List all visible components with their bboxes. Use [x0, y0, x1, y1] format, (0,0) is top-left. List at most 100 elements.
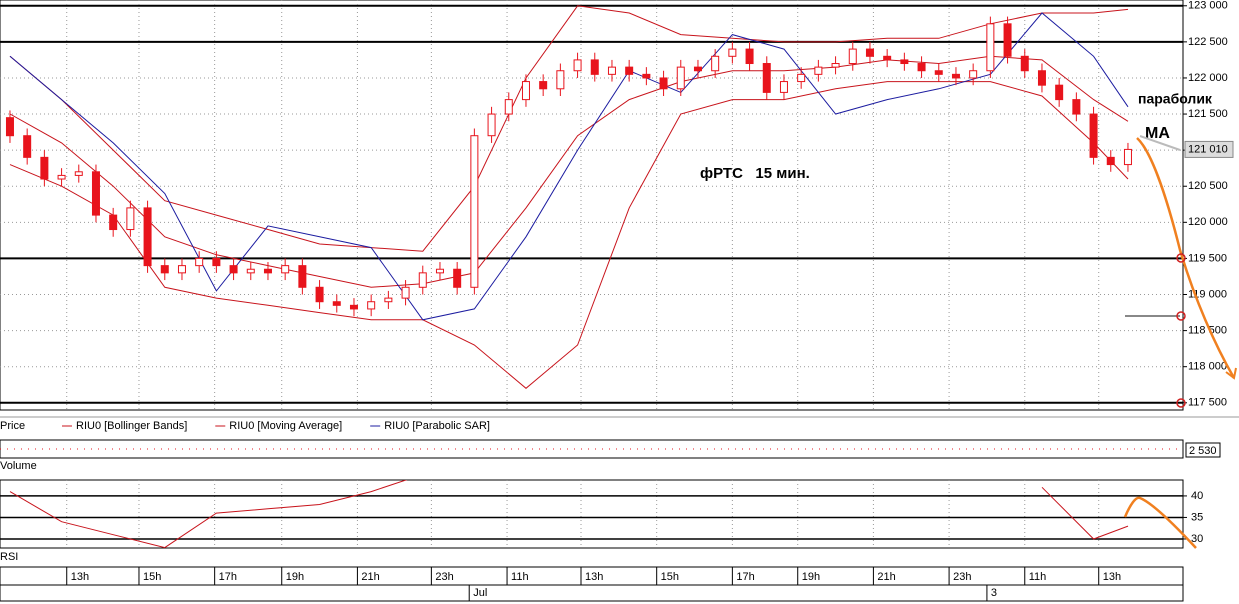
candle-body [177, 265, 186, 274]
candle-body [298, 265, 307, 288]
candle-body [711, 55, 720, 72]
candle-body [797, 73, 806, 83]
legend-price: Price [0, 420, 25, 432]
annotation: MA [1145, 125, 1170, 142]
indicator-line [9, 12, 1129, 321]
candle-body [453, 268, 462, 288]
x-tick-label: 11h [511, 571, 529, 583]
annotation: параболик [1138, 91, 1213, 107]
candle-body [315, 286, 324, 303]
candle-body [160, 265, 169, 274]
x-tick-label: 15h [143, 571, 161, 583]
candle-body [1089, 113, 1098, 158]
candle-body [986, 23, 995, 72]
x-tick-label: 13h [585, 571, 603, 583]
candle-body [831, 63, 840, 68]
candle-body [607, 66, 616, 75]
candle-body [470, 135, 479, 288]
candle-body [848, 48, 857, 65]
legend-label: RIU0 [Parabolic SAR] [384, 420, 490, 432]
candle-body [659, 77, 668, 90]
forecast-arrow [1136, 137, 1236, 379]
x-tick-label: 13h [71, 571, 89, 583]
date-tick-label: Jul [473, 587, 487, 599]
x-tick-label: 23h [953, 571, 971, 583]
rsi-forecast [1123, 496, 1197, 549]
candle-body [126, 207, 135, 231]
candle-body [642, 73, 651, 79]
x-tick-label: 19h [286, 571, 304, 583]
indicator-line [9, 55, 1129, 288]
candle-body [865, 48, 874, 57]
x-tick-label: 17h [219, 571, 237, 583]
target-marker [1176, 398, 1186, 408]
candle-body [487, 113, 496, 137]
rsi-tick-label: 35 [1191, 511, 1203, 523]
volume-value: 2 530 [1189, 445, 1217, 457]
candle-body [263, 268, 272, 274]
y-tick-label: 117 500 [1188, 397, 1227, 409]
x-tick-label: 21h [877, 571, 895, 583]
y-tick-label: 120 500 [1188, 180, 1228, 192]
x-tick-label: 23h [435, 571, 453, 583]
arrow-head [1225, 367, 1237, 380]
y-tick-label: 119 500 [1188, 252, 1227, 264]
x-tick-label: 17h [736, 571, 754, 583]
last-price-label: 121 010 [1188, 143, 1228, 155]
candle-body [539, 81, 548, 90]
date-tick-label: 3 [991, 587, 997, 599]
rsi-tick-label: 30 [1191, 533, 1203, 545]
candle-body [435, 268, 444, 274]
candle-body [521, 81, 530, 101]
price-panel [0, 0, 1184, 411]
chart-title: фРТС 15 мин. [700, 165, 810, 182]
candle-body [281, 265, 290, 274]
candle-body [1020, 55, 1029, 72]
candle-body [590, 59, 599, 75]
candle-body [5, 117, 14, 137]
y-tick-label: 118 000 [1188, 361, 1227, 373]
rsi-tick-label: 40 [1191, 490, 1203, 502]
candle-body [573, 59, 582, 72]
rsi-line [9, 480, 1129, 548]
time-axis [0, 566, 1184, 602]
candle-body [728, 48, 737, 57]
y-tick-label: 122 500 [1188, 36, 1228, 48]
target-marker [1176, 253, 1186, 263]
volume-panel [0, 439, 1184, 459]
candle-body [951, 73, 960, 79]
y-tick-label: 123 000 [1188, 0, 1228, 12]
candle-body [401, 286, 410, 299]
candle-body [883, 55, 892, 61]
candle-body [57, 174, 66, 180]
candle-body [384, 297, 393, 303]
ma-arrow [1139, 135, 1181, 151]
candle-body [1055, 84, 1064, 101]
last-price-box [1184, 140, 1234, 158]
candle-body [212, 257, 221, 267]
x-tick-label: 15h [661, 571, 679, 583]
candle-body [1072, 99, 1081, 115]
volume-value-box [1185, 442, 1221, 458]
y-tick-label: 119 000 [1188, 288, 1227, 300]
candle-body [779, 81, 788, 93]
candle-body [40, 156, 49, 180]
target-marker [1176, 311, 1186, 321]
candle-body [195, 257, 204, 267]
candle-body [1123, 148, 1132, 166]
rsi-panel [0, 479, 1184, 549]
candle-body [934, 70, 943, 75]
candle-body [74, 171, 83, 176]
candle-body [625, 66, 634, 75]
candle-body [969, 70, 978, 79]
indicator-line [9, 5, 1129, 252]
candle-body [23, 135, 32, 158]
candle-body [745, 48, 754, 65]
candle-body [229, 265, 238, 274]
candle-body [91, 171, 100, 216]
candle-body [1003, 23, 1012, 57]
candle-body [917, 63, 926, 72]
volume-label: Volume [0, 460, 37, 472]
candle-body [1037, 70, 1046, 86]
